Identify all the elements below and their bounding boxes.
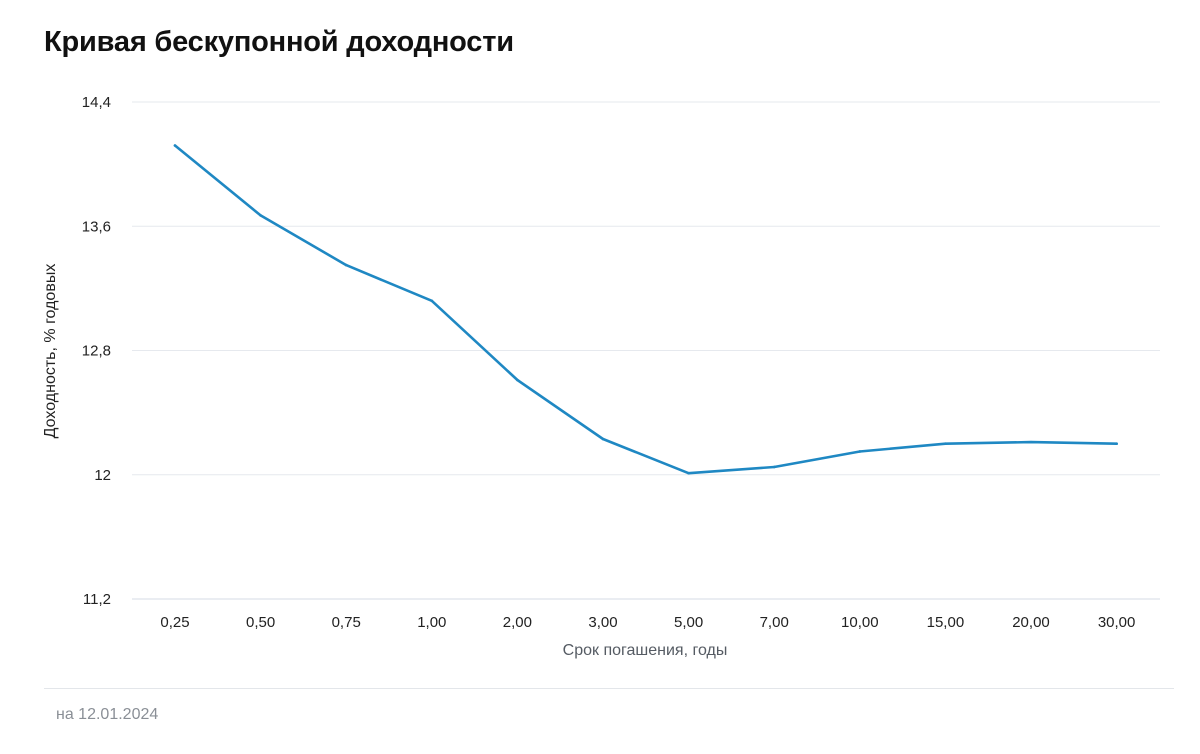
x-tick-label: 2,00: [503, 614, 532, 631]
x-tick-label: 20,00: [1012, 614, 1050, 631]
x-tick-label: 5,00: [674, 614, 703, 631]
x-tick-label: 0,50: [246, 614, 275, 631]
x-tick-label: 15,00: [927, 614, 965, 631]
data-point: [1115, 442, 1118, 445]
y-tick-label: 11,2: [83, 591, 111, 608]
grid-lines: [132, 101, 1160, 600]
x-tick-label: 0,75: [332, 614, 361, 631]
y-axis-title: Доходность, % годовых: [42, 264, 59, 439]
data-point: [687, 471, 690, 475]
data-point: [858, 450, 862, 453]
y-tick-label: 12: [94, 467, 111, 484]
x-tick-label: 0,25: [160, 614, 189, 631]
series-line: [173, 144, 1118, 475]
y-tick-label: 12,8: [82, 343, 111, 360]
data-point: [601, 437, 605, 441]
chart-title: Кривая бескупонной доходности: [44, 26, 514, 58]
y-axis-ticks: 11,2 12 12,8 13,6 14,4: [82, 94, 111, 608]
data-point: [344, 263, 348, 267]
footer-date-note: на 12.01.2024: [56, 706, 159, 723]
footer-divider: [44, 688, 1174, 689]
x-axis-title: Срок погашения, годы: [563, 642, 728, 659]
yield-curve-chart: 11,2 12 12,8 13,6 14,4 0,25 0,50 0,75 1,00 2,00 3…: [42, 94, 1160, 659]
x-tick-label: 30,00: [1098, 614, 1136, 631]
x-axis-ticks: 0,25 0,50 0,75 1,00 2,00 3,00 5,00 7,00 10,00 15,…: [160, 614, 1135, 631]
x-tick-label: 1,00: [417, 614, 446, 631]
data-point: [259, 214, 262, 217]
data-point: [516, 378, 519, 382]
data-point: [772, 465, 776, 469]
series-layer: [173, 144, 1118, 475]
data-point: [430, 299, 434, 303]
data-point: [1029, 440, 1033, 444]
x-tick-label: 10,00: [841, 614, 879, 631]
y-tick-label: 14,4: [82, 94, 111, 111]
x-tick-label: 7,00: [760, 614, 789, 631]
y-tick-label: 13,6: [82, 218, 111, 235]
data-point: [944, 442, 947, 445]
x-tick-label: 3,00: [588, 614, 617, 631]
data-point: [173, 144, 177, 147]
